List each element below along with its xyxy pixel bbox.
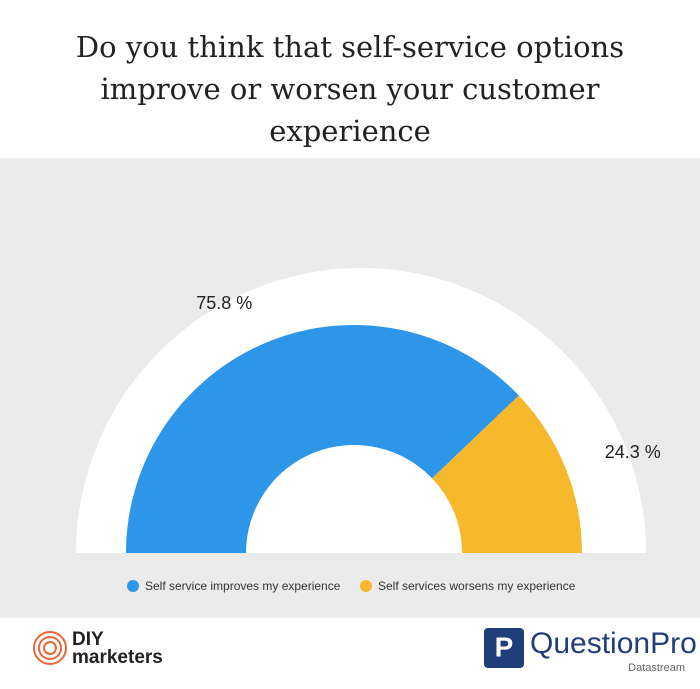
data-label: 75.8 % bbox=[196, 293, 252, 313]
slice bbox=[126, 325, 519, 553]
logo-text: DIY bbox=[72, 629, 104, 650]
questionpro-icon-letter: P bbox=[495, 631, 514, 662]
logo-text: marketers bbox=[72, 647, 163, 668]
legend-marker bbox=[360, 580, 372, 592]
logo-text: QuestionPro bbox=[530, 627, 697, 660]
data-label: 24.3 % bbox=[605, 442, 661, 462]
legend-label: Self service improves my experience bbox=[145, 579, 341, 593]
diy-logo bbox=[33, 631, 67, 665]
chart-title: Do you think that self-service options i… bbox=[75, 30, 625, 148]
logo-subtext: Datastream bbox=[628, 662, 685, 674]
questionpro-icon bbox=[484, 628, 524, 668]
legend-marker bbox=[127, 580, 139, 592]
slice bbox=[432, 395, 582, 553]
legend-label: Self services worsens my experience bbox=[378, 579, 576, 593]
